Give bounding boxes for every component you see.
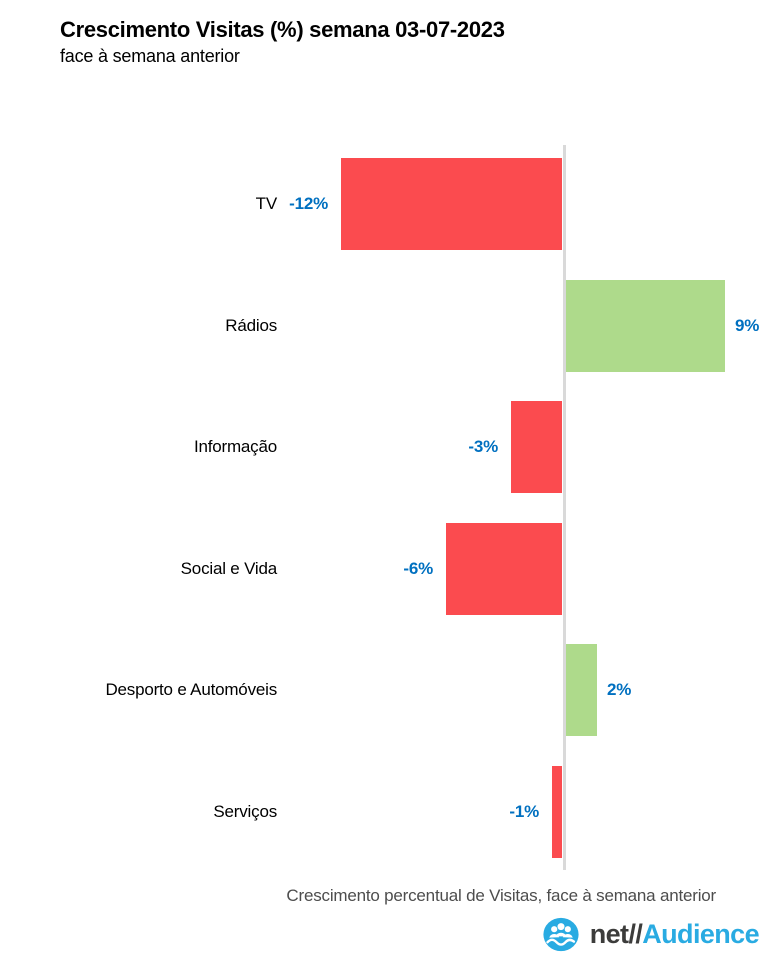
value-label: -1% <box>509 802 539 821</box>
value-label: -12% <box>289 194 328 213</box>
zero-axis-line <box>563 145 566 870</box>
bar <box>552 766 562 858</box>
netaudience-logo-text: net//Audience <box>589 919 760 949</box>
category-label: Desporto e Automóveis <box>105 680 277 699</box>
netaudience-logo: net//Audience <box>541 916 760 953</box>
logo-slashes: // <box>628 919 643 949</box>
category-label: TV <box>255 194 278 213</box>
audience-people-over-wave-icon <box>543 917 579 952</box>
value-label: -3% <box>468 437 498 456</box>
chart-caption: Crescimento percentual de Visitas, face … <box>286 886 716 905</box>
logo-net-label: net <box>589 919 629 949</box>
value-label: 9% <box>735 316 760 335</box>
category-label: Social e Vida <box>180 559 278 578</box>
value-label: 2% <box>607 680 632 699</box>
value-label: -6% <box>403 559 433 578</box>
category-label: Serviços <box>213 802 277 821</box>
logo-audience-label: Audience <box>642 919 759 949</box>
chart-header: Crescimento Visitas (%) semana 03-07-202… <box>60 16 505 67</box>
chart-subtitle: face à semana anterior <box>60 45 240 66</box>
category-label: Rádios <box>225 316 277 335</box>
bar <box>446 523 562 615</box>
bar <box>341 158 562 250</box>
chart-title: Crescimento Visitas (%) semana 03-07-202… <box>60 17 505 42</box>
category-label: Informação <box>193 437 277 456</box>
bar <box>511 401 562 493</box>
bar <box>566 280 725 372</box>
bar <box>566 644 597 736</box>
